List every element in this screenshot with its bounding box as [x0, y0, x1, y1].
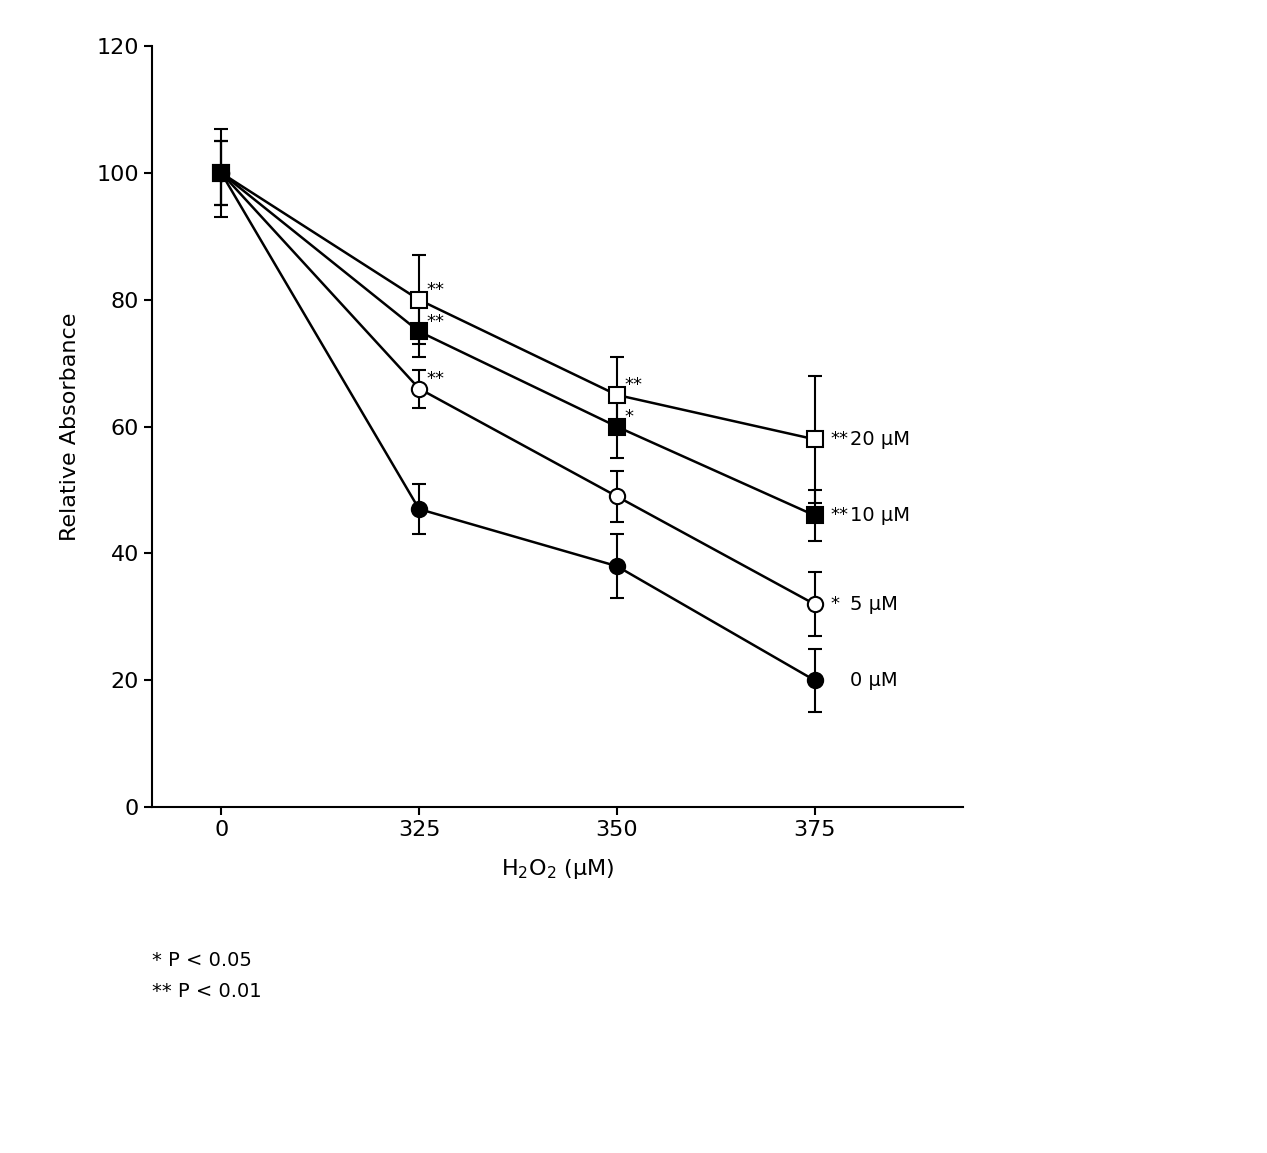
Text: *: *: [625, 408, 634, 427]
Text: **: **: [830, 506, 849, 525]
Text: 5 μM: 5 μM: [850, 595, 898, 613]
Text: **: **: [427, 312, 445, 331]
Text: 10 μM: 10 μM: [850, 506, 910, 525]
Text: **: **: [625, 376, 642, 394]
Y-axis label: Relative Absorbance: Relative Absorbance: [60, 312, 80, 541]
Text: * P < 0.05: * P < 0.05: [152, 951, 252, 970]
Text: ** P < 0.01: ** P < 0.01: [152, 982, 262, 1001]
Text: 0 μM: 0 μM: [850, 671, 898, 689]
Text: *: *: [830, 595, 840, 613]
Text: **: **: [830, 430, 849, 449]
Text: **: **: [427, 370, 445, 389]
Text: **: **: [427, 281, 445, 300]
Text: 20 μM: 20 μM: [850, 430, 910, 449]
X-axis label: H$_2$O$_2$ (μM): H$_2$O$_2$ (μM): [500, 857, 614, 881]
